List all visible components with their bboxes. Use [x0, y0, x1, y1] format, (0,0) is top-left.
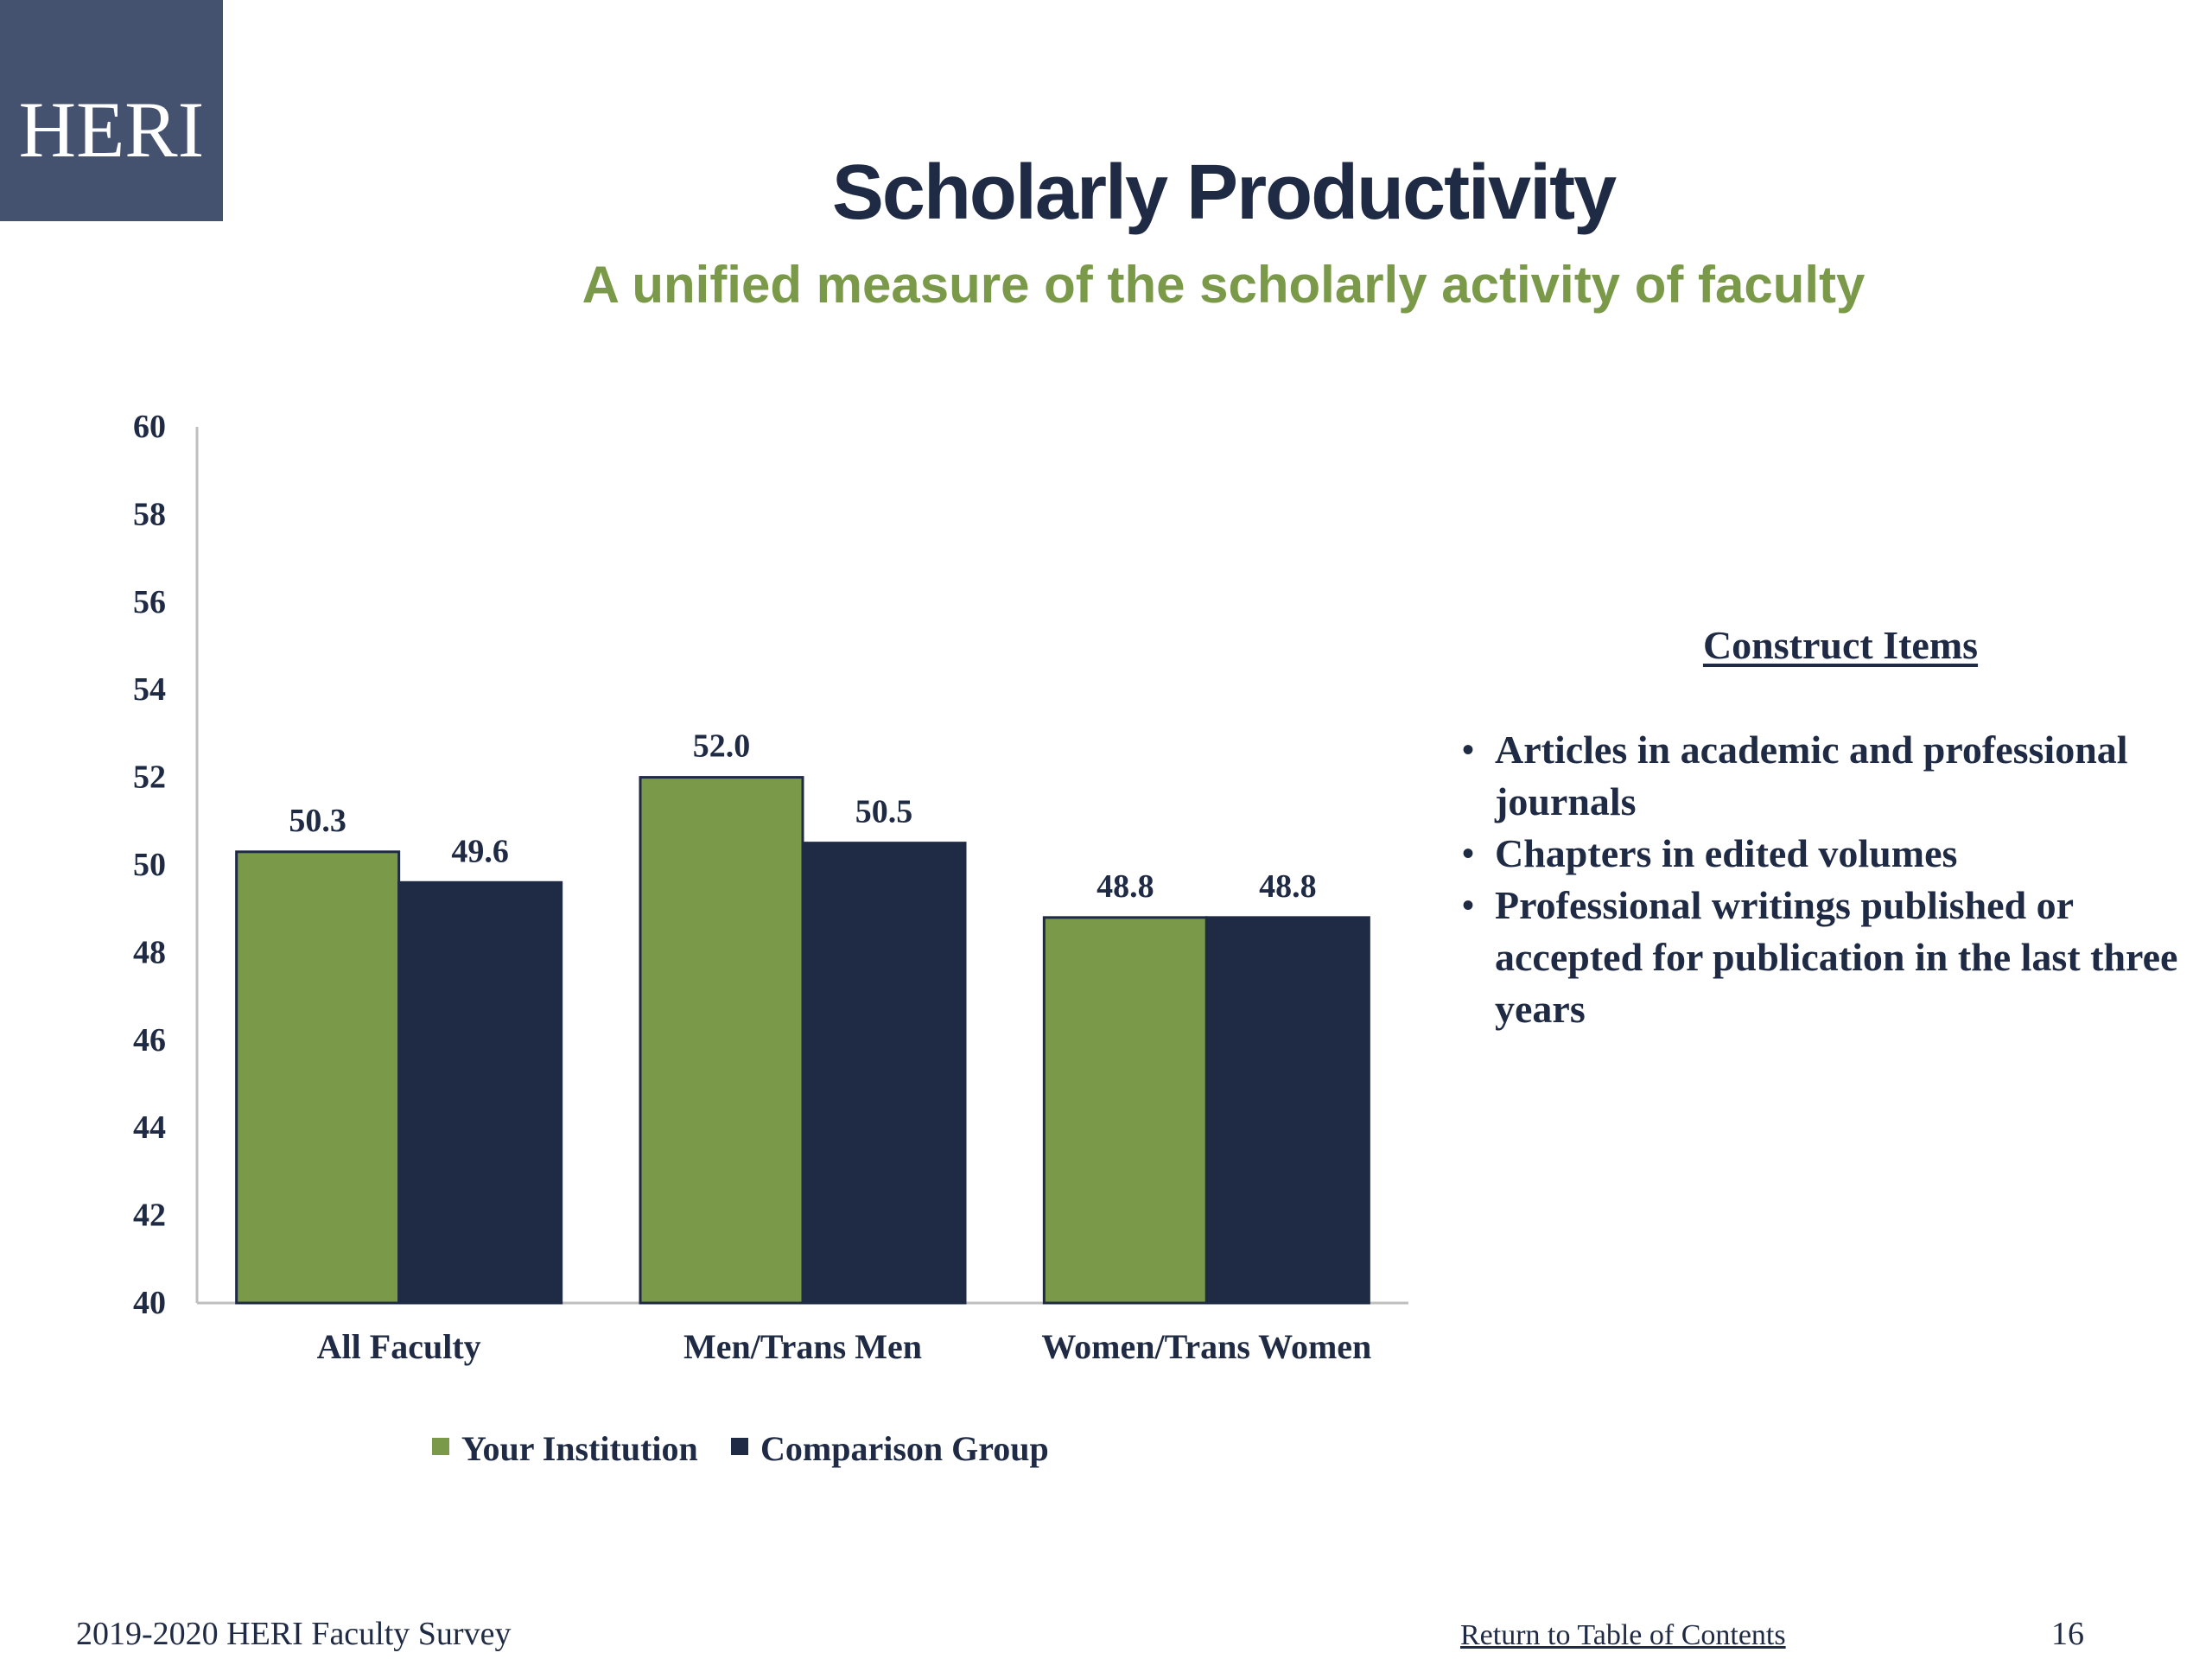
- y-tick-label: 44: [133, 1109, 166, 1146]
- construct-item: Professional writings published or accep…: [1462, 880, 2205, 1035]
- data-label: 48.8: [1259, 868, 1317, 905]
- return-to-toc-link[interactable]: Return to Table of Contents: [1460, 1619, 1786, 1651]
- construct-items-heading: Construct Items: [1702, 623, 1979, 667]
- y-tick-label: 40: [133, 1285, 166, 1321]
- bar-your-institution: [639, 776, 804, 1305]
- bar-your-institution: [235, 850, 401, 1305]
- bar-comparison-group: [1205, 916, 1370, 1305]
- x-tick-label: Men/Trans Men: [683, 1327, 922, 1366]
- x-tick-label: All Faculty: [317, 1327, 481, 1366]
- data-label: 52.0: [693, 728, 751, 765]
- y-tick-label: 58: [133, 496, 166, 532]
- legend-swatch: [432, 1438, 449, 1455]
- construct-items-list: Articles in academic and professional jo…: [1462, 724, 2205, 1035]
- y-tick-label: 52: [133, 760, 166, 796]
- construct-item: Articles in academic and professional jo…: [1462, 724, 2205, 828]
- legend-label: Comparison Group: [760, 1429, 1049, 1468]
- footer-survey-name: 2019-2020 HERI Faculty Survey: [76, 1616, 512, 1652]
- construct-item: Chapters in edited volumes: [1462, 828, 2205, 880]
- legend-swatch: [731, 1438, 748, 1455]
- data-label: 48.8: [1096, 868, 1154, 905]
- y-tick-label: 50: [133, 847, 166, 883]
- x-tick-label: Women/Trans Women: [1041, 1327, 1371, 1366]
- bar-comparison-group: [397, 880, 563, 1305]
- data-label: 50.5: [855, 794, 913, 830]
- y-tick-label: 60: [133, 409, 166, 445]
- data-label: 50.3: [289, 803, 346, 839]
- y-tick-label: 46: [133, 1022, 166, 1058]
- page-subtitle: A unified measure of the scholarly activ…: [582, 256, 1866, 314]
- bar-your-institution: [1042, 916, 1208, 1305]
- page-title: Scholarly Productivity: [831, 149, 1617, 236]
- page-number: 16: [2051, 1616, 2084, 1652]
- y-tick-label: 48: [133, 934, 166, 970]
- heri-logo: HERI: [0, 0, 223, 221]
- y-tick-label: 54: [133, 671, 166, 708]
- y-tick-label: 42: [133, 1198, 166, 1234]
- bar-comparison-group: [801, 842, 967, 1305]
- data-label: 49.6: [451, 833, 509, 869]
- y-tick-label: 56: [133, 584, 166, 620]
- legend-label: Your Institution: [461, 1429, 698, 1468]
- logo-text: HERI: [18, 86, 205, 174]
